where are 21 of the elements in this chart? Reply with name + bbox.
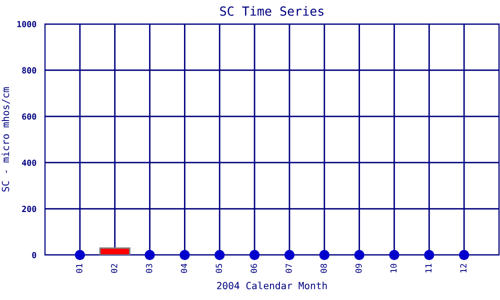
x-tick-label: 08: [320, 264, 327, 273]
x-axis-title: 2004 Calendar Month: [217, 282, 327, 290]
x-tick-label: 07: [286, 264, 292, 273]
y-tick-label: 1000: [17, 20, 36, 28]
x-tick-label: 03: [146, 264, 152, 273]
y-tick-label: 800: [22, 67, 36, 74]
y-tick-label: 400: [22, 160, 36, 166]
x-tick-label: 12: [460, 264, 466, 272]
y-tick-label: 600: [22, 113, 36, 120]
x-tick-label: 01: [76, 264, 82, 273]
x-tick-label: 09: [355, 264, 362, 273]
y-axis-title: SC - micro mhos/cm: [2, 87, 10, 192]
x-tick-label: 06: [250, 264, 257, 273]
y-tick-label: 200: [22, 206, 36, 212]
chart-title: SC Time Series: [220, 6, 324, 16]
x-tick-label: 04: [180, 264, 188, 273]
y-tick-label: 0: [32, 252, 36, 258]
x-tick-label: 02: [110, 264, 118, 273]
x-tick-label: 10: [390, 264, 397, 272]
x-tick-label: 11: [425, 264, 432, 272]
x-tick-label: 05: [216, 264, 222, 273]
